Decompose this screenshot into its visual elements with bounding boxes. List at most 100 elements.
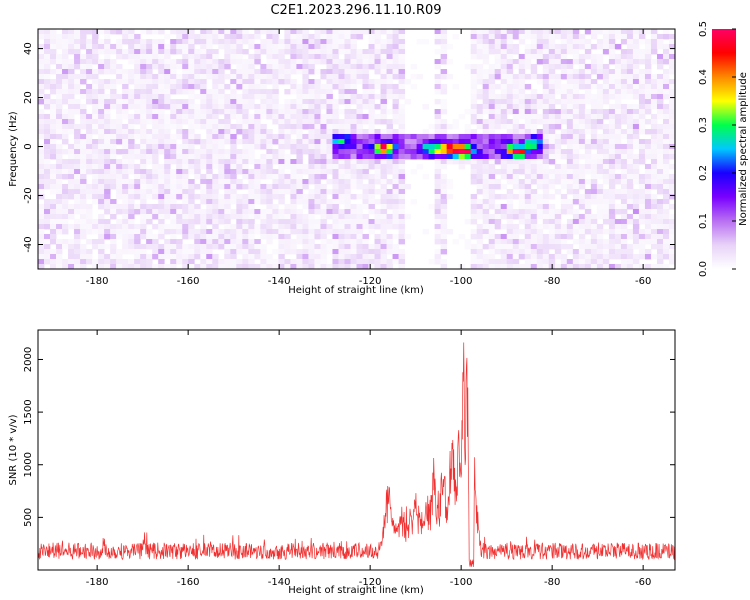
spectrogram-cell (386, 144, 393, 150)
spectrogram-cell (506, 64, 514, 70)
spectrogram-cell (128, 264, 135, 270)
spectrogram-cell (440, 214, 448, 220)
spectrogram-cell (362, 29, 369, 35)
spectrogram-cell (74, 59, 81, 65)
spectrogram-cell (548, 259, 556, 265)
spectrogram-cell (38, 229, 45, 235)
spectrogram-cell (50, 39, 57, 45)
spectrogram-cell (74, 219, 81, 225)
spectrogram-cell (314, 179, 321, 185)
spectrogram-cell (470, 219, 478, 225)
spectrogram-cell (386, 199, 393, 205)
spectrogram-cell (176, 29, 183, 35)
spectrogram-cell (158, 144, 165, 150)
spectrogram-cell (248, 234, 255, 240)
spectrogram-cell (56, 219, 63, 225)
spectrogram-cell (320, 139, 327, 145)
spectrogram-cell (140, 74, 147, 80)
spectrogram-cell (644, 64, 652, 70)
spectrogram-cell (296, 124, 303, 130)
spectrogram-cell (668, 49, 676, 55)
spectrogram-cell (164, 134, 171, 140)
spectrogram-cell (476, 179, 484, 185)
spectrogram-cell (194, 184, 201, 190)
spectrogram-cell (590, 134, 598, 140)
spectrogram-cell (380, 94, 387, 100)
spectrogram-cell (614, 44, 622, 50)
spectrogram-cell (92, 99, 99, 105)
spectrogram-cell (380, 239, 387, 245)
spectrogram-cell (98, 179, 105, 185)
spectrogram-cell (560, 59, 568, 65)
spectrogram-cell (368, 134, 375, 140)
spectrogram-cell (134, 184, 141, 190)
spectrogram-cell (374, 29, 381, 35)
spectrogram-cell (38, 44, 45, 50)
spectrogram-cell (188, 214, 195, 220)
spectrogram-cell (308, 39, 315, 45)
spectrogram-cell (284, 209, 291, 215)
spectrogram-cell (50, 44, 57, 50)
spectrogram-cell (182, 154, 189, 160)
spectrogram-cell (398, 119, 405, 125)
spectrogram-cell (470, 104, 478, 110)
spectrogram-cell (542, 224, 550, 230)
spectrogram-cell (104, 209, 111, 215)
spectrogram-cell (338, 259, 345, 265)
spectrogram-cell (188, 144, 195, 150)
spectrogram-cell (506, 159, 514, 165)
spectrogram-cell (398, 179, 405, 185)
spectrogram-cell (224, 229, 231, 235)
spectrogram-cell (290, 214, 297, 220)
spectrogram-cell (434, 89, 442, 95)
spectrogram-cell (626, 34, 634, 40)
spectrogram-cell (434, 219, 442, 225)
spectrogram-cell (656, 259, 664, 265)
spectrogram-cell (338, 29, 345, 35)
spectrogram-cell (80, 264, 87, 270)
spectrogram-cell (56, 189, 63, 195)
spectrogram-cell (74, 109, 81, 115)
spectrogram-cell (86, 69, 93, 75)
spectrogram-cell (356, 264, 363, 270)
spectrogram-cell (278, 214, 285, 220)
spectrogram-cell (152, 104, 159, 110)
spectrogram-cell (626, 59, 634, 65)
spectrogram-cell (320, 84, 327, 90)
spectrogram-cell (488, 49, 496, 55)
spectrogram-cell (146, 159, 153, 165)
spectrogram-cell (308, 124, 315, 130)
spectrogram-cell (422, 129, 430, 135)
spectrogram-cell (308, 134, 315, 140)
spectrogram-cell (506, 149, 514, 155)
spectrogram-cell (380, 204, 387, 210)
spectrogram-cell (152, 94, 159, 100)
spectrogram-cell (314, 119, 321, 125)
spectrogram-cell (560, 29, 568, 35)
spectrogram-cell (542, 214, 550, 220)
spectrogram-cell (218, 64, 225, 70)
spectrogram-cell (188, 74, 195, 80)
spectrogram-cell (200, 69, 207, 75)
spectrogram-cell (50, 99, 57, 105)
spectrogram-cell (590, 214, 598, 220)
spectrogram-cell (152, 194, 159, 200)
spectrogram-cell (296, 99, 303, 105)
spectrogram-cell (500, 39, 508, 45)
spectrogram-cell (530, 34, 538, 40)
spectrogram-cell (374, 189, 381, 195)
spectrogram-cell (62, 119, 69, 125)
spectrogram-cell (68, 214, 75, 220)
spectrogram-cell (38, 259, 45, 265)
spectrogram-cell (578, 164, 586, 170)
spectrogram-cell (620, 174, 628, 180)
spectrogram-cell (278, 184, 285, 190)
spectrogram-cell (254, 104, 261, 110)
spectrogram-cell (494, 224, 502, 230)
spectrogram-cell (320, 264, 327, 270)
spectrogram-cell (74, 209, 81, 215)
spectrogram-cell (122, 49, 129, 55)
spectrogram-cell (578, 144, 586, 150)
spectrogram-cell (68, 89, 75, 95)
spectrogram-cell (506, 144, 514, 150)
